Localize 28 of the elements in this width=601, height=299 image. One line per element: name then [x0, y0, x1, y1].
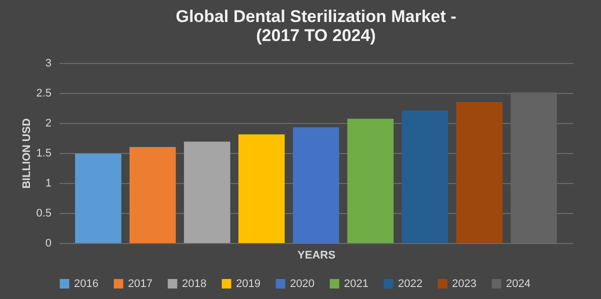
text: Global Dental Sterilization Market -	[176, 7, 456, 26]
y-tick-label: 2	[45, 118, 52, 130]
y-tick-label: 1	[45, 178, 52, 190]
y-tick-label: 1.5	[36, 148, 52, 160]
x-axis-title: YEARS	[298, 250, 336, 262]
bar	[130, 147, 176, 243]
legend-label: 2021	[344, 278, 368, 290]
bar	[238, 134, 285, 243]
bar	[292, 127, 340, 243]
legend-label: 2018	[182, 278, 206, 290]
bar	[184, 142, 230, 243]
y-tick-label: 0	[45, 238, 52, 250]
y-axis-title: BILLION USD	[21, 118, 34, 189]
legend-label: 2024	[506, 278, 530, 290]
legend-label: 2017	[128, 278, 152, 290]
bar	[347, 118, 394, 243]
bar	[75, 154, 122, 243]
y-tick-label: 2.5	[36, 88, 52, 100]
legend-label: 2016	[74, 278, 98, 290]
legend-label: 2020	[290, 278, 314, 290]
bar	[402, 110, 448, 243]
text: (2017 TO 2024)	[256, 26, 376, 45]
legend-label: 2023	[452, 278, 476, 290]
bar	[456, 102, 502, 243]
legend-label: 2022	[398, 278, 422, 290]
y-tick-label: 0.5	[36, 208, 52, 220]
y-tick-label: 3	[45, 58, 52, 70]
legend-label: 2019	[236, 278, 260, 290]
